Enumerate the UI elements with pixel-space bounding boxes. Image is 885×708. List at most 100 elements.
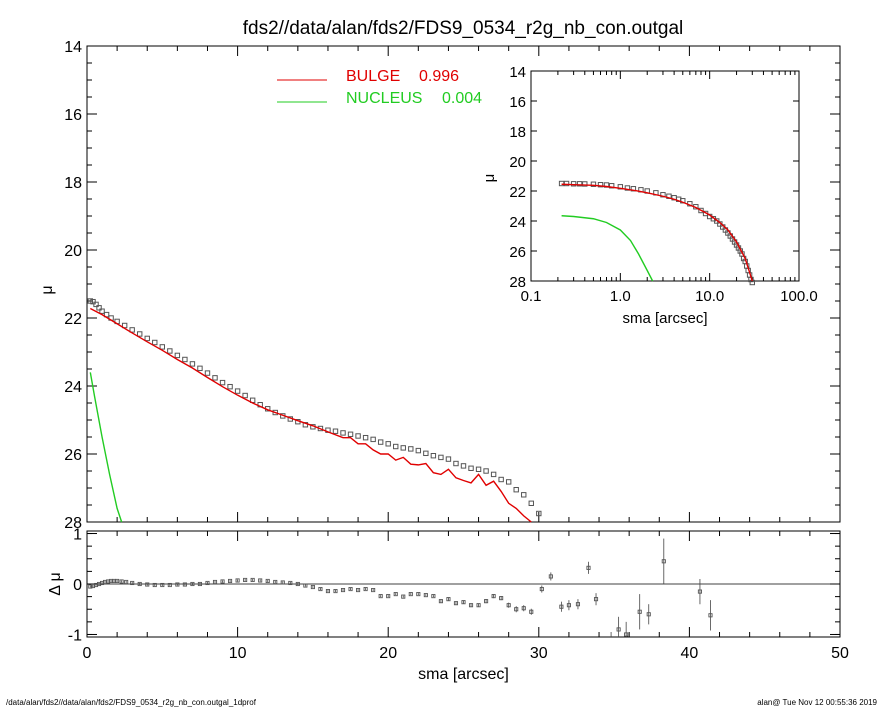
main-y-tick-label-3: 20: [64, 243, 82, 260]
residual-point-50: [416, 592, 421, 597]
residual-point-38: [325, 589, 331, 594]
data-point-2-59: [505, 479, 512, 485]
inset-x-tick-label-0: 0.1: [521, 288, 542, 305]
main-y-axis-label: μ: [39, 285, 56, 294]
main-profile-plot: 14 16 18 20 22 24 26 28 μ BULGE 0.996 NUCLEUS 0.004: [39, 39, 841, 532]
data-point-2-61: [521, 492, 527, 498]
residual-point-61: [499, 596, 504, 601]
residual-point-34: [295, 581, 300, 587]
residual-point-75: [624, 632, 629, 637]
residual-point-20: [190, 581, 195, 587]
data-point-2-41: [370, 436, 376, 443]
data-point-2-39: [355, 433, 361, 439]
residual-point-22: [205, 580, 210, 586]
data-point-2-21: [219, 379, 226, 386]
residual-point-43: [363, 586, 368, 592]
residual-point-74: [616, 627, 621, 632]
data-point-2-20: [212, 375, 218, 381]
data-point-2-45: [400, 445, 406, 451]
data-point-inset-2-2: [570, 181, 577, 187]
data-point-2-49: [430, 453, 437, 459]
residual-point-55: [453, 601, 459, 606]
legend-value-nucleus: 0.004: [442, 90, 482, 107]
resid-y-tick-label-0: -1: [68, 627, 82, 644]
residual-point-62: [506, 603, 511, 608]
residual-point-11: [124, 579, 129, 585]
data-point-2-15: [174, 352, 181, 359]
residual-point-70: [575, 602, 581, 607]
residual-point-64: [521, 606, 526, 611]
main-y-tick-label-0: 14: [64, 39, 82, 56]
residual-point-14: [145, 582, 150, 587]
main-y-tick-label-4: 22: [64, 311, 82, 328]
residual-point-42: [356, 588, 361, 593]
data-point-inset-2-10: [624, 185, 631, 191]
inset-y-tick-label-6: 26: [509, 244, 526, 261]
residual-point-29: [258, 578, 263, 583]
residual-point-46: [386, 594, 391, 599]
residual-point-9: [115, 578, 120, 584]
data-point-2-37: [340, 430, 346, 436]
residual-point-36: [310, 584, 315, 590]
residual-point-28: [250, 577, 255, 583]
inset-y-axis-label: μ: [481, 174, 498, 183]
residual-point-48: [401, 594, 406, 599]
inset-y-tick-label-1: 16: [509, 94, 526, 111]
residual-point-27: [243, 577, 248, 583]
main-y-tick-label-1: 16: [64, 107, 82, 124]
main-y-tick-label-6: 26: [64, 447, 82, 464]
residual-point-58: [476, 603, 481, 608]
residual-point-80: [708, 613, 713, 618]
data-point-2-19: [204, 370, 211, 376]
series-line-bulge: [561, 183, 753, 282]
residual-point-17: [167, 582, 172, 588]
inset-x-axis-label: sma [arcsec]: [622, 310, 707, 327]
residual-point-78: [661, 559, 666, 564]
data-point-2-46: [408, 446, 414, 452]
data-point-2-42: [377, 439, 384, 445]
main-y-tick-label-5: 24: [64, 379, 82, 396]
residual-point-23: [212, 579, 218, 585]
data-point-2-4: [99, 308, 105, 314]
resid-x-tick-label-3: 30: [530, 645, 548, 662]
residual-point-21: [197, 581, 203, 587]
residual-point-57: [468, 603, 474, 608]
residual-point-25: [228, 578, 233, 584]
main-y-tick-label-7: 28: [64, 515, 82, 532]
series-line-nucleus: [561, 215, 654, 282]
chart-title: fds2//data/alan/fds2/FDS9_0534_r2g_nb_co…: [243, 18, 684, 39]
data-point-inset-2-1: [563, 180, 570, 187]
data-point-inset-2-0: [558, 180, 565, 187]
legend-value-bulge: 0.996: [419, 68, 459, 85]
inset-x-tick-label-1: 1.0: [610, 288, 631, 305]
residual-point-13: [137, 581, 142, 587]
data-point-2-23: [234, 388, 241, 394]
data-point-2-51: [445, 456, 452, 462]
residual-point-35: [303, 583, 308, 588]
residual-point-67: [548, 574, 553, 579]
inset-y-tick-label-5: 24: [509, 214, 526, 231]
residual-point-0: [88, 584, 93, 589]
data-point-2-38: [347, 431, 354, 437]
residual-point-16: [160, 582, 165, 588]
residual-point-60: [491, 594, 496, 599]
data-point-inset-2-4: [582, 181, 588, 187]
data-point-2-53: [460, 463, 467, 469]
residual-point-51: [423, 593, 428, 598]
resid-x-tick-label-0: 0: [83, 645, 92, 662]
residual-point-41: [348, 586, 353, 592]
residual-point-69: [566, 603, 571, 608]
residual-point-68: [559, 604, 564, 609]
data-point-2-14: [167, 348, 173, 354]
data-point-inset-2-8: [608, 183, 615, 189]
data-point-2-2: [93, 301, 99, 308]
residual-point-77: [646, 612, 651, 617]
residual-point-39: [333, 589, 338, 594]
resid-y-tick-label-1: 0: [73, 577, 82, 594]
main-y-tick-label-2: 18: [64, 175, 82, 192]
inset-y-tick-label-4: 22: [509, 184, 526, 201]
data-point-2-28: [272, 409, 278, 416]
residual-point-47: [393, 592, 398, 597]
